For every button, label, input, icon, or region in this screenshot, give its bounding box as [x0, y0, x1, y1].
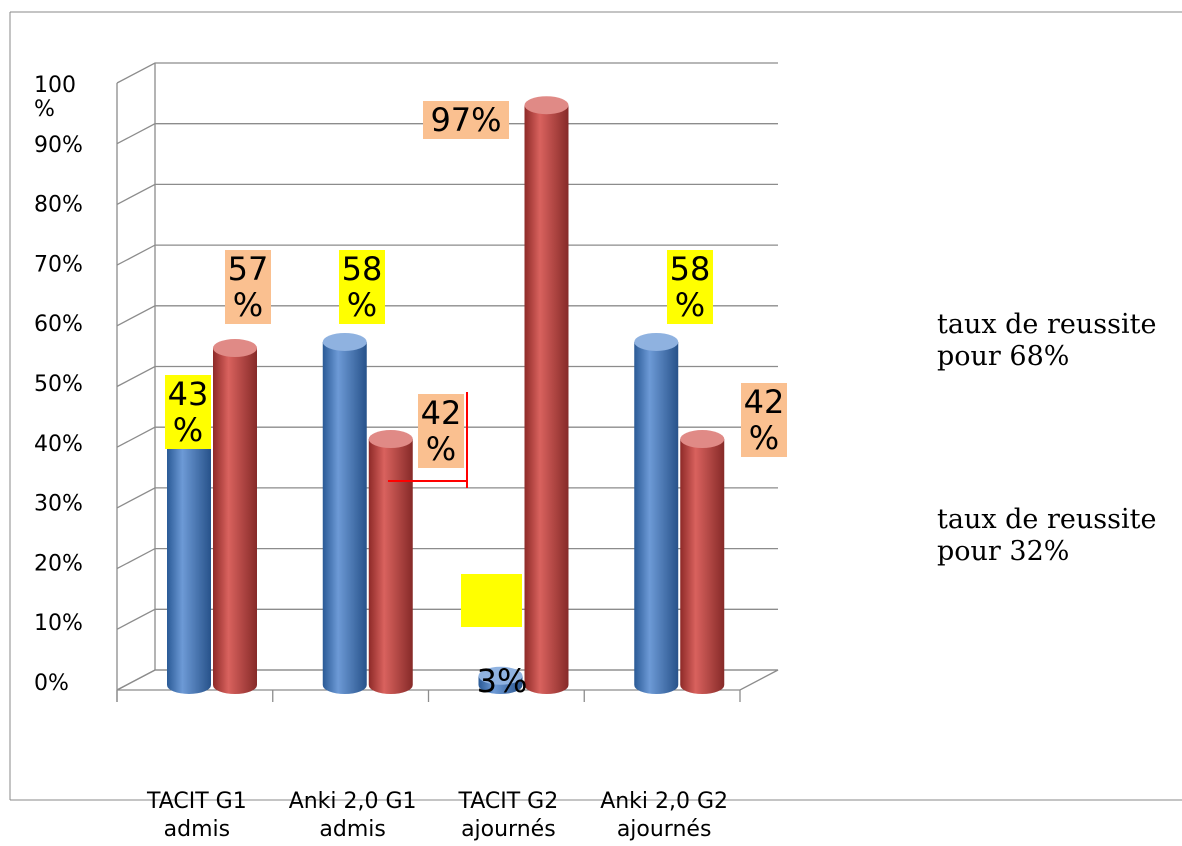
gridlines	[116, 62, 779, 702]
chart-frame	[9, 11, 1182, 801]
annotation-text: taux de reussite pour 32%	[937, 504, 1156, 567]
data-label-text: 43%	[168, 375, 209, 449]
bar-top	[524, 96, 569, 115]
y-tick-label: 90%	[34, 133, 83, 158]
y-axis: 100 % 90% 80% 70% 60% 50% 40% 30% 20% 10% 0%	[34, 73, 83, 696]
x-category-label: TACIT G2 ajournés	[458, 789, 559, 842]
highlight-box	[461, 574, 522, 627]
bar-top	[322, 332, 367, 351]
data-label-bg	[225, 250, 271, 324]
data-label: 42%	[418, 394, 464, 468]
y-tick-label: 80%	[34, 193, 83, 218]
annotations: taux de reussite pour 68% taux de reussite…	[937, 309, 1156, 567]
y-tick-label: 20%	[34, 551, 83, 576]
data-label-bg	[667, 250, 713, 324]
y-tick-label: 10%	[34, 611, 83, 636]
data-label-text: 42%	[744, 383, 785, 457]
bar-body	[167, 432, 211, 694]
y-tick-label: 50%	[34, 372, 83, 397]
data-labels: 43 % 58 % 3% 58 % 57 % 42 % 97% 42%	[165, 101, 787, 700]
y-tick-label: 40%	[34, 432, 83, 457]
bar-top	[368, 430, 413, 449]
data-label: 3%	[477, 662, 528, 700]
bar-body	[524, 105, 569, 694]
y-tick-label: 30%	[34, 492, 83, 517]
data-label-text: 97%	[430, 101, 501, 139]
data-label-text: 58%	[670, 250, 711, 324]
x-axis: TACIT G1 admis Anki 2,0 G1 admis TACIT G2 ajo…	[116, 690, 741, 842]
bar-body	[322, 341, 367, 694]
data-label-text: 42%	[421, 394, 462, 468]
data-label: 43%	[165, 375, 211, 449]
data-label-bg	[339, 250, 385, 324]
data-label-bg	[418, 394, 464, 468]
data-label-bg	[165, 375, 211, 449]
bars	[167, 96, 725, 694]
y-tick-label: 70%	[34, 252, 83, 277]
data-label: 57%	[225, 250, 271, 324]
data-label: 58%	[339, 250, 385, 324]
bar	[524, 96, 569, 694]
y-tick-label: 100%	[34, 73, 76, 122]
bar	[167, 423, 211, 694]
data-label: 97%	[423, 101, 509, 139]
bar	[368, 430, 413, 694]
data-label-text: 58%	[342, 250, 383, 324]
data-label-bg	[741, 383, 787, 457]
data-label: 42%	[741, 383, 787, 457]
bar-top	[213, 339, 257, 358]
data-label-text: 3%	[477, 662, 528, 700]
gridline	[116, 183, 778, 205]
bar-body	[213, 348, 257, 694]
x-category-label: TACIT G1 admis	[146, 789, 247, 842]
bar-top	[478, 666, 523, 685]
y-tick-label: 60%	[34, 312, 83, 337]
y-tick-label: 0%	[34, 671, 69, 696]
bar	[680, 430, 725, 694]
x-category-label: Anki 2,0 G2 ajournés	[600, 789, 728, 842]
bar	[213, 339, 257, 694]
bar-top	[680, 430, 725, 449]
gridline	[116, 62, 778, 84]
bar	[478, 666, 523, 694]
bar	[634, 332, 679, 694]
x-category-label: Anki 2,0 G1 admis	[289, 789, 417, 842]
bar-body	[368, 439, 413, 694]
data-label: 58%	[667, 250, 713, 324]
bar-body	[680, 439, 725, 694]
annotation-text: taux de reussite pour 68%	[937, 309, 1156, 372]
bar-body	[634, 341, 679, 694]
data-label-bg	[423, 101, 509, 139]
bar-top	[634, 332, 679, 351]
data-label-text: 57%	[228, 250, 269, 324]
bar	[322, 332, 367, 694]
